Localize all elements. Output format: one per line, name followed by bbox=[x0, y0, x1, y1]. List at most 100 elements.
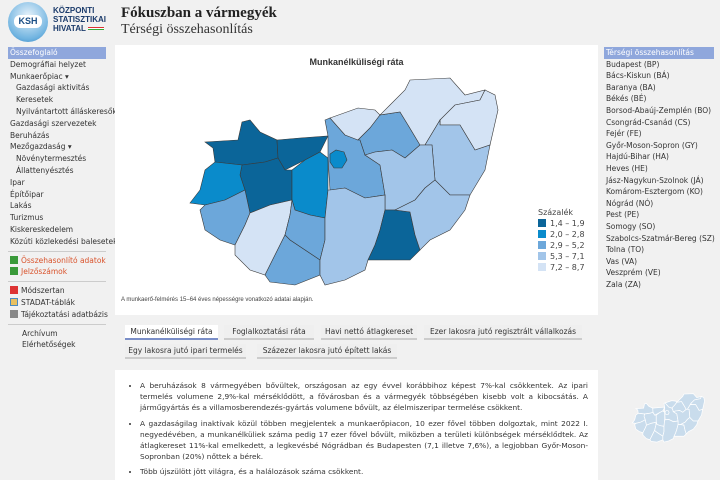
tab-havi-netto-atlagkereset[interactable]: Havi nettó átlagkereset bbox=[321, 325, 417, 340]
link-label: Összehasonlító adatok bbox=[21, 255, 106, 265]
nav-balesetek[interactable]: Közúti közlekedési balesetek bbox=[10, 236, 118, 246]
link-osszehasonlito-adatok[interactable]: Összehasonlító adatok bbox=[8, 255, 106, 267]
nav-allaskeresok[interactable]: Nyilvántartott álláskeresők bbox=[16, 106, 117, 116]
legend-swatch bbox=[538, 230, 546, 238]
nav-munkaeropiac[interactable]: Munkaerőpiac ▾ bbox=[10, 71, 69, 81]
hungary-choropleth-map bbox=[189, 77, 499, 286]
right-heading[interactable]: Térségi összehasonlítás bbox=[604, 47, 714, 59]
nav-epitoipar[interactable]: Építőipar bbox=[10, 189, 44, 199]
county-link[interactable]: Somogy (SO) bbox=[606, 221, 656, 231]
legend-label: 2,0 – 2,8 bbox=[550, 230, 585, 239]
nav-allattenyesztes[interactable]: Állattenyésztés bbox=[16, 165, 74, 175]
ksh-logo[interactable]: KSH bbox=[8, 2, 48, 42]
county-link[interactable]: Vas (VA) bbox=[606, 256, 638, 266]
note-area bbox=[115, 290, 598, 315]
nav-gazdasagi-aktivitas[interactable]: Gazdasági aktivitás bbox=[16, 83, 90, 93]
flag-icon bbox=[87, 27, 104, 31]
logo-text: KÖZPONTI STATISZTIKAI HIVATAL bbox=[53, 6, 106, 33]
nav-demografia[interactable]: Demográfiai helyzet bbox=[10, 59, 86, 69]
county-link[interactable]: Győr-Moson-Sopron (GY) bbox=[606, 140, 698, 150]
legend-item: 1,4 – 1,9 bbox=[538, 218, 585, 229]
nav-novenytermesztes[interactable]: Növénytermesztés bbox=[16, 154, 87, 164]
county-link[interactable]: Pest (PE) bbox=[606, 210, 640, 220]
nav-beruhazas[interactable]: Beruházás bbox=[10, 130, 50, 140]
tab-ipari-termeles[interactable]: Egy lakosra jutó ipari termelés bbox=[125, 344, 246, 359]
legend-label: 5,3 – 7,1 bbox=[550, 252, 585, 261]
tab-epitett-lakas[interactable]: Százezer lakosra jutó épített lakás bbox=[257, 344, 397, 359]
county-ba[interactable] bbox=[264, 234, 321, 286]
legend-label: 2,9 – 5,2 bbox=[550, 241, 585, 250]
nav-kiskereskedelem[interactable]: Kiskereskedelem bbox=[10, 224, 74, 234]
page-title: Fókuszban a vármegyék bbox=[121, 5, 277, 21]
county-link[interactable]: Heves (HE) bbox=[606, 163, 648, 173]
county-link[interactable]: Zala (ZA) bbox=[606, 279, 641, 289]
tab-munkanelkulisegi-rata[interactable]: Munkanélküliségi ráta bbox=[125, 325, 218, 340]
mini-county bbox=[664, 410, 670, 416]
legend-item: 2,0 – 2,8 bbox=[538, 229, 585, 240]
map-title: Munkanélküliségi ráta bbox=[309, 57, 404, 67]
logo-line: STATISZTIKAI bbox=[53, 15, 107, 24]
map-panel: Munkanélküliségi ráta Százalék 1,4 – 1,9… bbox=[115, 45, 598, 290]
excel-icon bbox=[10, 255, 18, 264]
bullet-item: A beruházások 8 vármegyében bővültek, or… bbox=[140, 380, 588, 414]
county-link[interactable]: Nógrád (NÓ) bbox=[606, 198, 654, 208]
logo-line: HIVATAL bbox=[53, 24, 86, 33]
county-bá[interactable] bbox=[319, 187, 386, 286]
right-sidebar: Térségi összehasonlítás Budapest (BP) Bác… bbox=[604, 47, 715, 290]
county-link[interactable]: Jász-Nagykun-Szolnok (JÁ) bbox=[606, 175, 704, 185]
tab-foglalkoztatasi-rata[interactable]: Foglalkoztatási ráta bbox=[224, 325, 314, 340]
county-link[interactable]: Csongrád-Csanád (CS) bbox=[606, 117, 691, 127]
link-modszertan[interactable]: Módszertan bbox=[8, 285, 106, 297]
database-icon bbox=[10, 309, 18, 318]
county-link[interactable]: Budapest (BP) bbox=[606, 59, 660, 69]
divider bbox=[8, 281, 106, 283]
county-link[interactable]: Szabolcs-Szatmár-Bereg (SZ) bbox=[606, 233, 715, 243]
county-link[interactable]: Veszprém (VE) bbox=[606, 268, 661, 278]
nav-mezogazdasag[interactable]: Mezőgazdaság ▾ bbox=[10, 142, 72, 152]
divider bbox=[8, 323, 106, 325]
link-label: Tájékoztatási adatbázis bbox=[21, 309, 108, 319]
nav-lakas[interactable]: Lakás bbox=[10, 201, 32, 211]
nav-osszefoglalo[interactable]: Összefoglaló bbox=[8, 47, 106, 59]
county-link[interactable]: Baranya (BA) bbox=[606, 82, 656, 92]
mini-county bbox=[634, 403, 654, 415]
summary-bullets: A beruházások 8 vármegyében bővültek, or… bbox=[115, 370, 598, 480]
county-gy[interactable] bbox=[204, 119, 279, 166]
nav-keresetek[interactable]: Keresetek bbox=[16, 95, 54, 105]
mini-map-icon[interactable] bbox=[630, 390, 705, 445]
table-icon bbox=[10, 297, 18, 306]
link-label: Jelzőszámok bbox=[21, 267, 68, 277]
county-link[interactable]: Tolna (TO) bbox=[606, 245, 645, 255]
tab-regisztralt-vallalkozas[interactable]: Ezer lakosra jutó regisztrált vállalkozá… bbox=[424, 325, 582, 340]
left-sidebar: Összefoglaló Demográfiai helyzet Munkaer… bbox=[8, 47, 118, 351]
legend-swatch bbox=[538, 241, 546, 249]
bullet-item: Több újszülött jött világra, és a halálo… bbox=[140, 466, 588, 477]
link-label: STADAT-táblák bbox=[21, 297, 76, 307]
link-archivum[interactable]: Archívum bbox=[22, 328, 58, 338]
legend-title: Százalék bbox=[538, 208, 574, 217]
county-link[interactable]: Hajdú-Bihar (HA) bbox=[606, 152, 669, 162]
mini-county bbox=[679, 417, 699, 435]
link-jelzoszamok[interactable]: Jelzőszámok bbox=[8, 266, 106, 278]
legend-item: 2,9 – 5,2 bbox=[538, 240, 585, 251]
county-bp[interactable] bbox=[329, 149, 348, 169]
legend-swatch bbox=[538, 263, 546, 271]
county-link[interactable]: Komárom-Esztergom (KO) bbox=[606, 187, 703, 197]
county-link[interactable]: Bács-Kiskun (BÁ) bbox=[606, 71, 670, 81]
legend-swatch bbox=[538, 252, 546, 260]
county-link[interactable]: Borsod-Abaúj-Zemplén (BO) bbox=[606, 105, 712, 115]
nav-ipar[interactable]: Ipar bbox=[10, 177, 25, 187]
map-note: A munkaerő-felmérés 15–64 éves népességr… bbox=[121, 297, 314, 303]
excel-icon bbox=[10, 267, 18, 276]
page-subtitle: Térségi összehasonlítás bbox=[121, 22, 253, 37]
pdf-icon bbox=[10, 286, 18, 295]
link-stadat[interactable]: STADAT-táblák bbox=[8, 297, 106, 309]
county-bé[interactable] bbox=[393, 179, 471, 251]
county-link[interactable]: Fejér (FE) bbox=[606, 129, 642, 139]
nav-turizmus[interactable]: Turizmus bbox=[10, 213, 44, 223]
link-tajekoztatasi-adatbazis[interactable]: Tájékoztatási adatbázis bbox=[8, 309, 108, 321]
nav-gazdasagi-szervezetek[interactable]: Gazdasági szervezetek bbox=[10, 118, 97, 128]
link-elerhetosegek[interactable]: Elérhetőségek bbox=[22, 340, 76, 350]
county-link[interactable]: Békés (BÉ) bbox=[606, 94, 647, 104]
bullet-item: A gazdaságilag inaktívak közül többen me… bbox=[140, 418, 588, 463]
